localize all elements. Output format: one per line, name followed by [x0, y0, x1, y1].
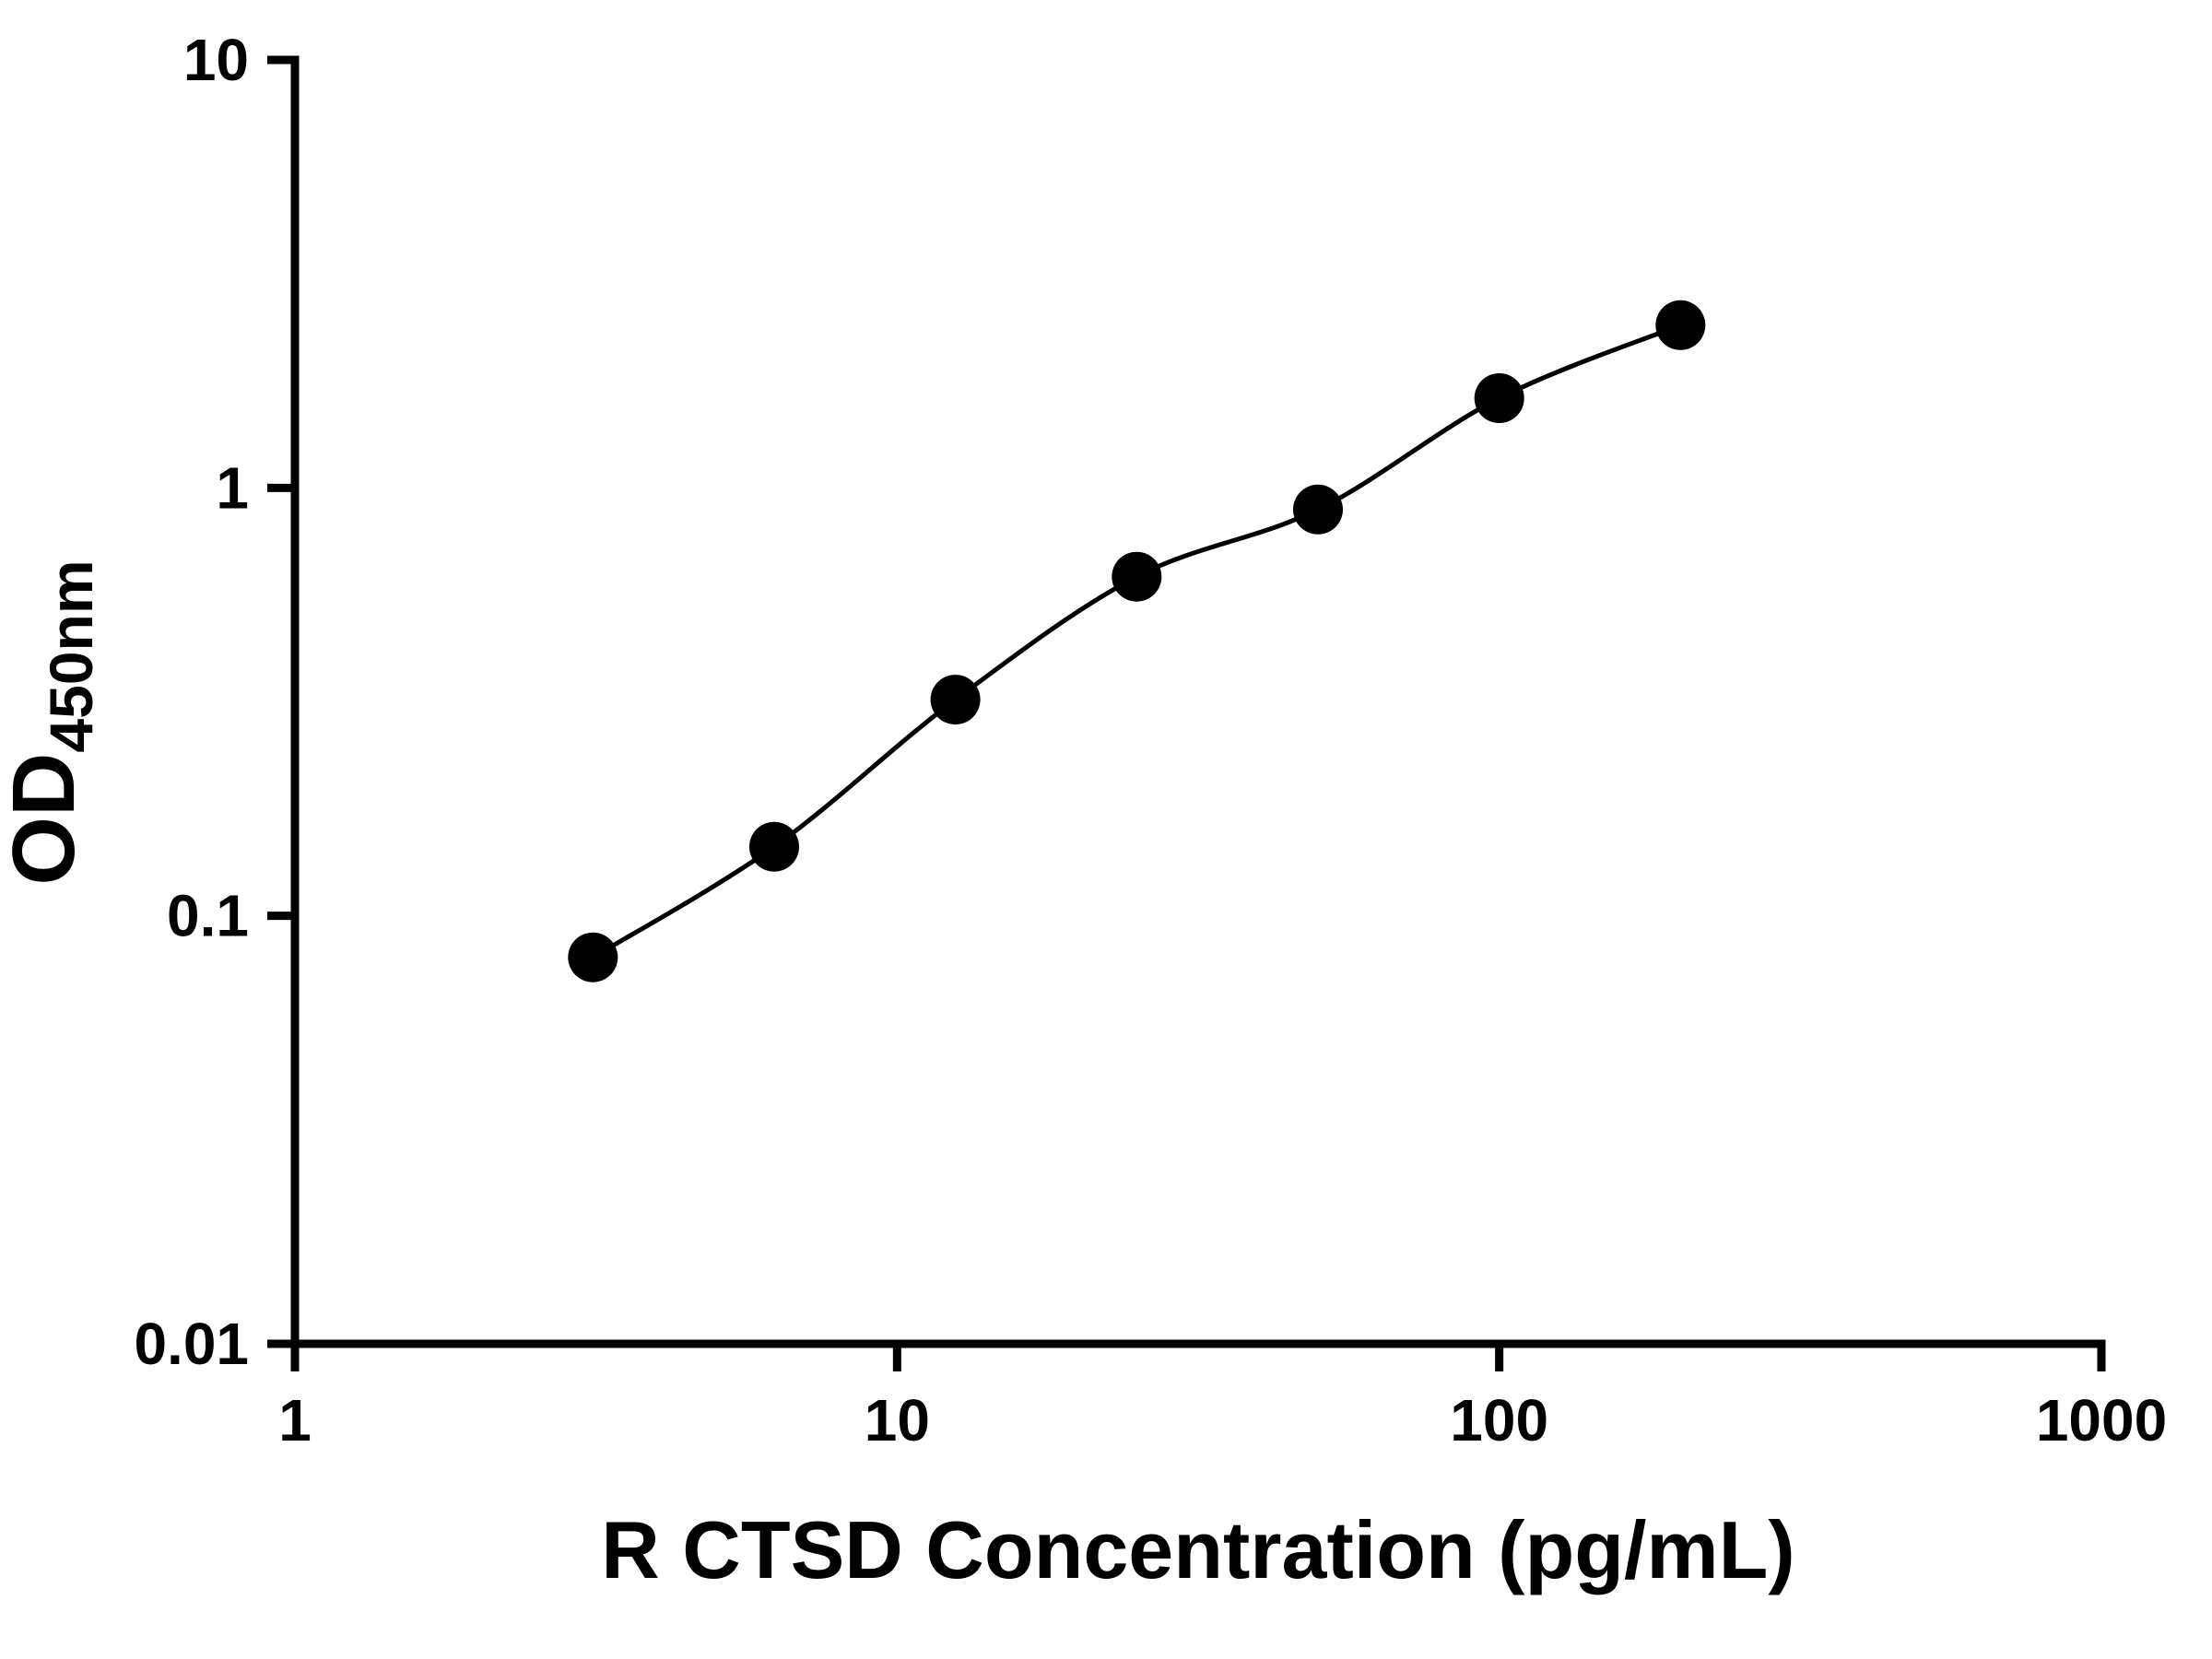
y-tick-label: 0.1 [167, 883, 249, 949]
y-tick-label: 1 [216, 454, 249, 521]
y-axis-title-subscript: 450nm [37, 559, 105, 752]
x-tick-label: 100 [1450, 1387, 1548, 1453]
x-tick-label: 1 [278, 1387, 312, 1453]
y-tick-label: 0.01 [134, 1311, 249, 1377]
y-axis-title-main: OD [0, 753, 93, 886]
data-point [568, 932, 618, 982]
data-point [1655, 300, 1706, 350]
plot-area: 1 10 100 1000 0.01 0.1 1 10 [134, 27, 2167, 1453]
y-axis-title: OD450nm [0, 559, 105, 885]
data-point [1293, 484, 1343, 535]
y-tick-label: 10 [183, 27, 249, 93]
data-point [930, 675, 981, 725]
data-point [749, 821, 799, 872]
x-tick-label: 1000 [2036, 1387, 2167, 1453]
data-point [1112, 551, 1162, 602]
x-axis-title: R CTSD Concentration (pg/mL) [601, 1504, 1794, 1595]
x-tick-label: 10 [865, 1387, 930, 1453]
data-point [1474, 373, 1524, 423]
